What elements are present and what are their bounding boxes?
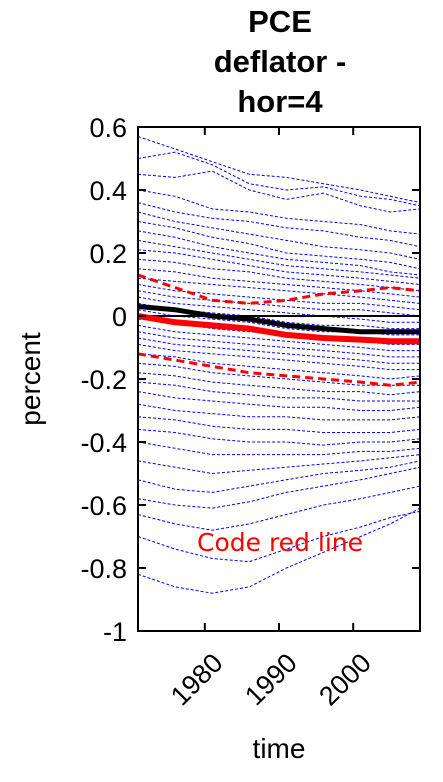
simulation-draw-line-9 bbox=[138, 202, 420, 248]
y-tick-label: -1 bbox=[103, 617, 127, 647]
simulation-draw-line-39 bbox=[138, 466, 420, 509]
simulation-draw-line-26 bbox=[138, 337, 420, 364]
y-tick-label: -0.4 bbox=[80, 428, 127, 458]
y-axis-label: percent bbox=[15, 332, 46, 426]
simulation-draw-line-14 bbox=[138, 249, 420, 285]
title-line-2: deflator - bbox=[214, 44, 347, 79]
simulation-draw-line-42 bbox=[138, 507, 420, 594]
x-axis: 1980 1990 2000 bbox=[165, 127, 377, 711]
simulation-draw-line-28 bbox=[138, 353, 420, 380]
x-tick-label: 1990 bbox=[239, 648, 303, 712]
y-tick-label: 0 bbox=[112, 302, 127, 332]
simulation-draw-line-34 bbox=[138, 416, 420, 433]
simulation-draw-line-19 bbox=[138, 290, 420, 317]
simulation-draw-line-6 bbox=[138, 151, 420, 207]
x-tick-label: 1980 bbox=[165, 648, 229, 712]
simulation-draw-line-8 bbox=[138, 189, 420, 235]
simulation-draw-line-36 bbox=[138, 441, 420, 456]
y-tick-label: -0.8 bbox=[80, 554, 127, 584]
y-tick-label: 0.6 bbox=[89, 113, 127, 143]
simulation-draw-line-32 bbox=[138, 391, 420, 411]
simulation-draw-line-37 bbox=[138, 454, 420, 475]
simulation-draw-line-41 bbox=[138, 510, 420, 563]
title-line-3: hor=4 bbox=[237, 84, 323, 119]
simulation-draw-line-13 bbox=[138, 239, 420, 279]
simulation-draw-line-12 bbox=[138, 230, 420, 276]
x-tick-label: 2000 bbox=[313, 648, 377, 712]
simulation-draw-line-29 bbox=[138, 362, 420, 386]
y-axis: 0.6 0.4 0.2 0 -0.2 -0.4 -0.6 -0.8 -1 bbox=[80, 113, 420, 647]
annotation-code-red-line: Code red line bbox=[197, 528, 363, 557]
x-axis-label: time bbox=[253, 733, 306, 764]
median-red-line bbox=[138, 313, 420, 345]
simulation-draw-line-35 bbox=[138, 428, 420, 446]
simulation-draw-line-11 bbox=[138, 221, 420, 270]
simulation-draw-line-20 bbox=[138, 296, 420, 323]
simulation-draw-line-33 bbox=[138, 403, 420, 421]
lower-band-line bbox=[138, 352, 420, 387]
chart-title: PCE deflator - hor=4 bbox=[214, 4, 347, 119]
simulation-draw-line-40 bbox=[138, 485, 420, 531]
simulation-draw-line-24 bbox=[138, 324, 420, 352]
title-line-1: PCE bbox=[248, 4, 312, 39]
simulation-draw-line-5 bbox=[138, 136, 420, 204]
simulation-draw-line-10 bbox=[138, 211, 420, 260]
y-tick-label: -0.2 bbox=[80, 365, 127, 395]
simulation-draw-line-16 bbox=[138, 268, 420, 298]
simulation-draw-line-38 bbox=[138, 460, 420, 493]
simulation-draw-line-22 bbox=[138, 309, 420, 336]
y-tick-label: 0.2 bbox=[89, 239, 127, 269]
y-tick-label: -0.6 bbox=[80, 491, 127, 521]
upper-band-line bbox=[138, 273, 420, 305]
simulation-draw-line-7 bbox=[138, 170, 420, 213]
simulation-draw-line-25 bbox=[138, 331, 420, 358]
plot-area bbox=[138, 136, 420, 594]
y-tick-label: 0.4 bbox=[89, 176, 127, 206]
simulation-draw-line-27 bbox=[138, 343, 420, 371]
bold-black-line bbox=[138, 304, 420, 335]
